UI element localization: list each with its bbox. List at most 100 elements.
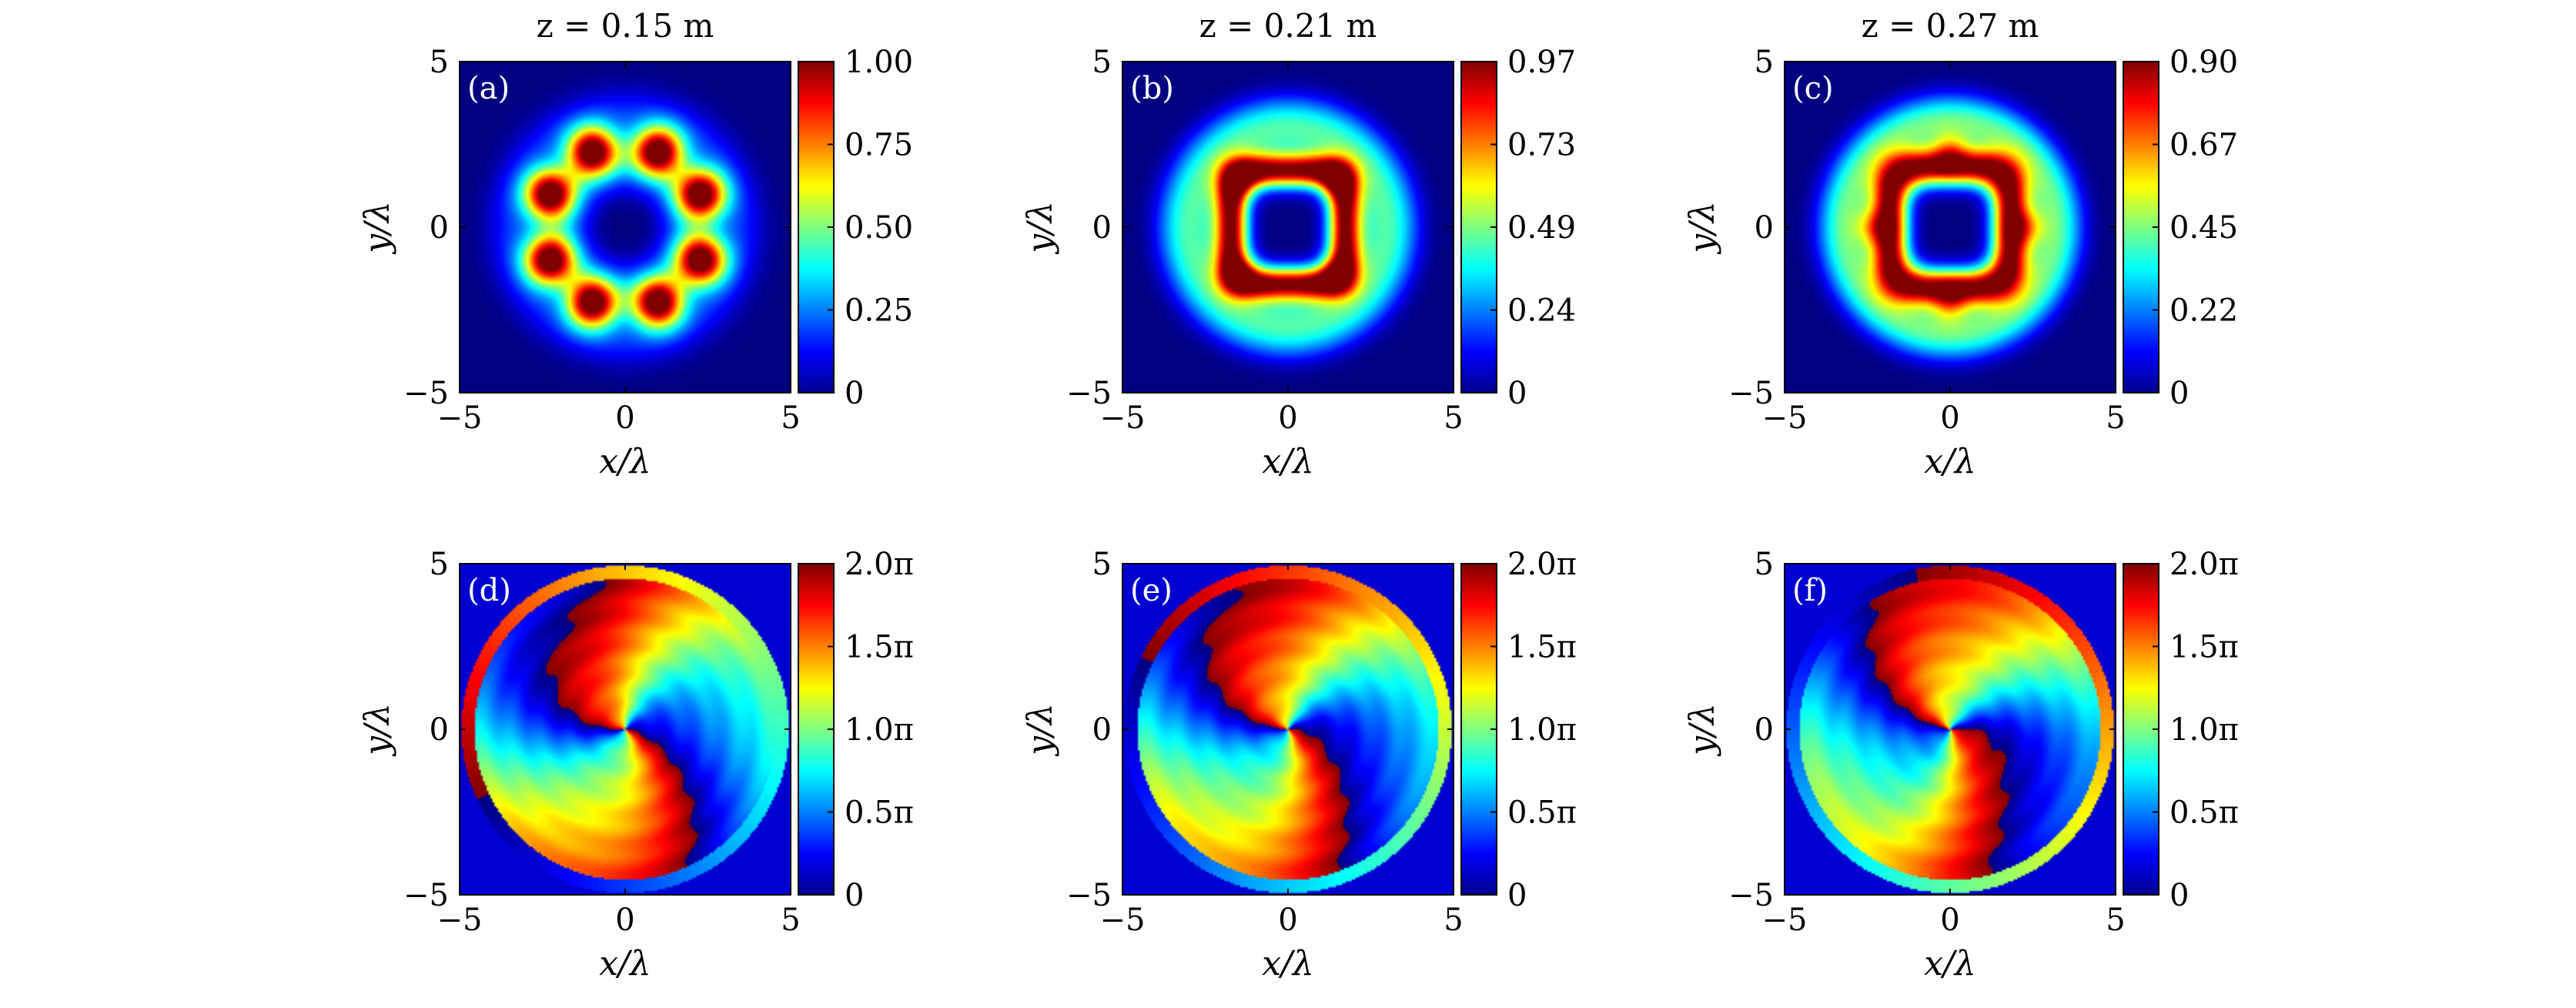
y-tick-label: 5 xyxy=(1755,547,1774,582)
y-axis-label: y/λ xyxy=(1021,201,1060,255)
column-title: z = 0.21 m xyxy=(1199,7,1377,45)
x-axis-label: x/λ xyxy=(599,944,651,983)
colorbar-tick-label: 1.5π xyxy=(1507,630,1577,665)
colorbar-tick-label: 0.90 xyxy=(2170,45,2238,80)
panel-b: −5 0 5 5 0 −5 x/λ y/λ (b) 0 0.24 0.49 0.73 0.97 xyxy=(1021,45,1577,481)
colorbar-tick-label: 1.5π xyxy=(845,630,914,665)
colorbar-tick-label: 0.25 xyxy=(845,293,913,329)
panel-a: −5 0 5 5 0 −5 x/λ y/λ (a) 0 0.25 0.50 0.75 1.00 xyxy=(358,45,914,481)
y-tick-label: 5 xyxy=(430,45,449,80)
colorbar-tick-label: 0.5π xyxy=(2170,795,2239,831)
colorbar-tick-label: 1.00 xyxy=(845,45,913,80)
heatmap-image xyxy=(460,62,791,393)
x-tick-label: 0 xyxy=(1940,400,1959,436)
x-tick-label: 5 xyxy=(2106,400,2125,436)
y-tick-label: 5 xyxy=(1755,45,1774,80)
y-tick-label: 5 xyxy=(430,547,449,582)
x-tick-label: 0 xyxy=(1940,903,1959,938)
y-tick-label: 5 xyxy=(1092,45,1112,80)
colorbar-tick-label: 0 xyxy=(1507,376,1527,411)
panel-f: −5 0 5 5 0 −5 x/λ y/λ (f) 0 0.5π 1.0π 1.5π 2.0π xyxy=(1683,547,2239,983)
x-tick-label: −5 xyxy=(1100,903,1146,938)
panel-label: (e) xyxy=(1130,573,1173,608)
x-tick-label: −5 xyxy=(437,903,483,938)
x-tick-label: 0 xyxy=(1278,903,1297,938)
colorbar-tick-label: 0.75 xyxy=(845,128,913,163)
colorbar-tick-label: 2.0π xyxy=(2170,547,2239,582)
x-tick-label: 5 xyxy=(1444,903,1463,938)
heatmap-image xyxy=(1785,564,2116,895)
x-tick-label: 0 xyxy=(615,400,634,436)
x-tick-label: −5 xyxy=(1100,400,1146,436)
x-axis-label: x/λ xyxy=(1924,442,1976,481)
y-tick-label: −5 xyxy=(403,878,449,913)
y-axis-label: y/λ xyxy=(358,703,397,757)
x-tick-label: 5 xyxy=(1444,400,1463,436)
y-tick-label: 0 xyxy=(1092,712,1112,748)
colorbar-tick-label: 0.67 xyxy=(2170,128,2238,163)
colorbar-tick-label: 0.45 xyxy=(2170,210,2238,246)
y-axis-label: y/λ xyxy=(358,201,397,255)
x-tick-label: −5 xyxy=(437,400,483,436)
x-tick-label: −5 xyxy=(1762,400,1808,436)
heatmap-image xyxy=(1122,564,1454,895)
x-tick-label: −5 xyxy=(1762,903,1808,938)
heatmap-image xyxy=(460,564,791,895)
heatmap-image xyxy=(1122,62,1454,393)
panel-e: −5 0 5 5 0 −5 x/λ y/λ (e) 0 0.5π 1.0π 1.5π 2.0π xyxy=(1021,547,1577,983)
colorbar-tick-label: 0.73 xyxy=(1507,128,1576,163)
panel-label: (c) xyxy=(1792,71,1834,106)
x-axis-label: x/λ xyxy=(1262,442,1314,481)
heatmap-image xyxy=(1785,62,2116,393)
y-axis-label: y/λ xyxy=(1021,703,1060,757)
colorbar-tick-label: 0.50 xyxy=(845,210,913,246)
colorbar-tick-label: 1.0π xyxy=(845,712,914,748)
column-title: z = 0.27 m xyxy=(1862,7,2039,45)
colorbar-tick-label: 0.24 xyxy=(1507,293,1576,329)
colorbar-tick-label: 0 xyxy=(2170,376,2189,411)
colorbar-tick-label: 0.5π xyxy=(1507,795,1577,831)
x-tick-label: 5 xyxy=(781,400,800,436)
panel-c: −5 0 5 5 0 −5 x/λ y/λ (c) 0 0.22 0.45 0.67 0.90 xyxy=(1683,45,2239,481)
y-tick-label: 0 xyxy=(430,712,449,748)
y-tick-label: 0 xyxy=(1092,210,1112,246)
y-tick-label: 0 xyxy=(430,210,449,246)
colorbar-tick-label: 0.97 xyxy=(1507,45,1576,80)
panel-label: (b) xyxy=(1130,71,1174,106)
y-tick-label: −5 xyxy=(1066,878,1112,913)
x-axis-label: x/λ xyxy=(1262,944,1314,983)
colorbar-tick-label: 2.0π xyxy=(845,547,914,582)
x-tick-label: 0 xyxy=(615,903,634,938)
x-tick-label: 5 xyxy=(781,903,800,938)
column-title: z = 0.15 m xyxy=(537,7,714,45)
panel-d: −5 0 5 5 0 −5 x/λ y/λ (d) 0 0.5π 1.0π 1.5π 2.0π xyxy=(358,547,914,983)
colorbar-tick-label: 0 xyxy=(845,376,864,411)
y-tick-label: 0 xyxy=(1755,712,1774,748)
y-tick-label: −5 xyxy=(1728,376,1774,411)
y-axis-label: y/λ xyxy=(1683,201,1722,255)
x-tick-label: 0 xyxy=(1278,400,1297,436)
colorbar-tick-label: 2.0π xyxy=(1507,547,1577,582)
x-axis-label: x/λ xyxy=(599,442,651,481)
y-tick-label: 0 xyxy=(1755,210,1774,246)
colorbar-tick-label: 1.0π xyxy=(2170,712,2239,748)
colorbar-tick-label: 0 xyxy=(1507,878,1527,913)
colorbar-tick-label: 0 xyxy=(845,878,864,913)
colorbar-tick-label: 0.22 xyxy=(2170,293,2238,329)
y-tick-label: 5 xyxy=(1092,547,1112,582)
panel-label: (d) xyxy=(467,573,511,608)
panel-label: (a) xyxy=(467,71,510,106)
y-tick-label: −5 xyxy=(403,376,449,411)
colorbar-tick-label: 1.0π xyxy=(1507,712,1577,748)
panel-label: (f) xyxy=(1792,573,1828,608)
colorbar-tick-label: 0.5π xyxy=(845,795,914,831)
x-tick-label: 5 xyxy=(2106,903,2125,938)
y-tick-label: −5 xyxy=(1066,376,1112,411)
y-axis-label: y/λ xyxy=(1683,703,1722,757)
colorbar-tick-label: 0.49 xyxy=(1507,210,1576,246)
colorbar-tick-label: 0 xyxy=(2170,878,2189,913)
colorbar-tick-label: 1.5π xyxy=(2170,630,2239,665)
y-tick-label: −5 xyxy=(1728,878,1774,913)
x-axis-label: x/λ xyxy=(1924,944,1976,983)
